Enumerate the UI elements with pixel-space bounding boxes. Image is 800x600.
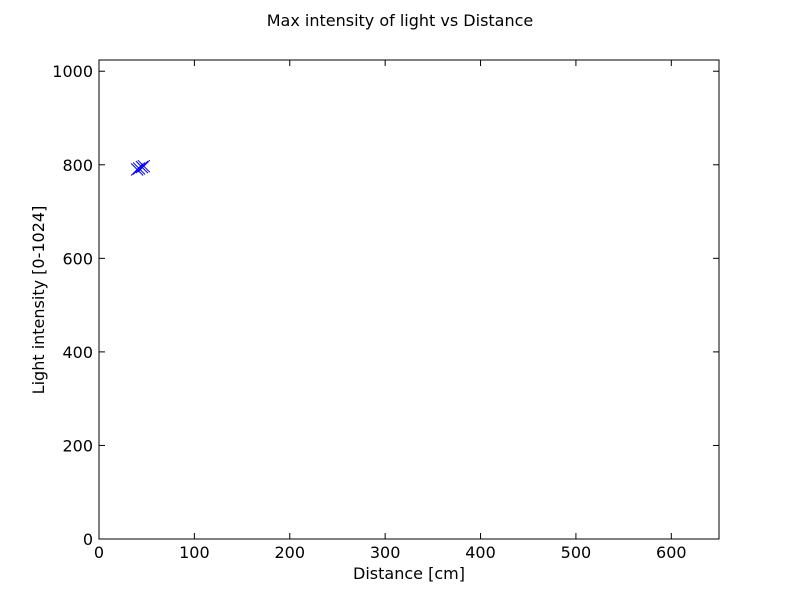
chart-title: Max intensity of light vs Distance [267,11,534,30]
x-tick: 600 [656,60,687,562]
y-tick: 200 [62,436,719,455]
data-point [132,162,146,175]
data-point [135,160,149,174]
x-tick-label: 0 [94,543,104,562]
y-tick-label: 200 [62,436,93,455]
x-axis-label: Distance [cm] [353,564,465,583]
x-tick-label: 600 [656,543,687,562]
x-tick-label: 200 [274,543,305,562]
data-point [130,163,144,176]
x-tick: 400 [465,60,496,562]
data-points [130,159,151,176]
x-tick: 200 [274,60,305,562]
y-tick-label: 600 [62,249,93,268]
y-tick-label: 800 [62,156,93,175]
y-tick: 600 [62,249,719,268]
x-tick: 100 [179,60,210,562]
y-tick: 800 [62,156,719,175]
y-tick: 0 [83,530,719,549]
y-tick: 400 [62,343,719,362]
x-tick-label: 400 [465,543,496,562]
y-tick: 1000 [52,62,719,81]
x-tick-label: 300 [370,543,401,562]
x-tick-label: 500 [561,543,592,562]
x-axis: 0 100 200 300 400 500 600 [94,60,687,562]
y-tick-label: 0 [83,530,93,549]
x-tick: 300 [370,60,401,562]
data-point [137,159,151,173]
y-axis: 0 200 400 600 800 1000 [52,62,719,549]
x-tick-label: 100 [179,543,210,562]
y-tick-label: 1000 [52,62,93,81]
axes-frame [98,59,720,540]
plot-area: 0 100 200 300 400 500 600 0 200 400 600 800 1000 [52,59,720,562]
y-axis-label: Light intensity [0-1024] [29,206,48,395]
x-tick: 500 [561,60,592,562]
x-tick: 0 [94,60,104,562]
y-tick-label: 400 [62,343,93,362]
